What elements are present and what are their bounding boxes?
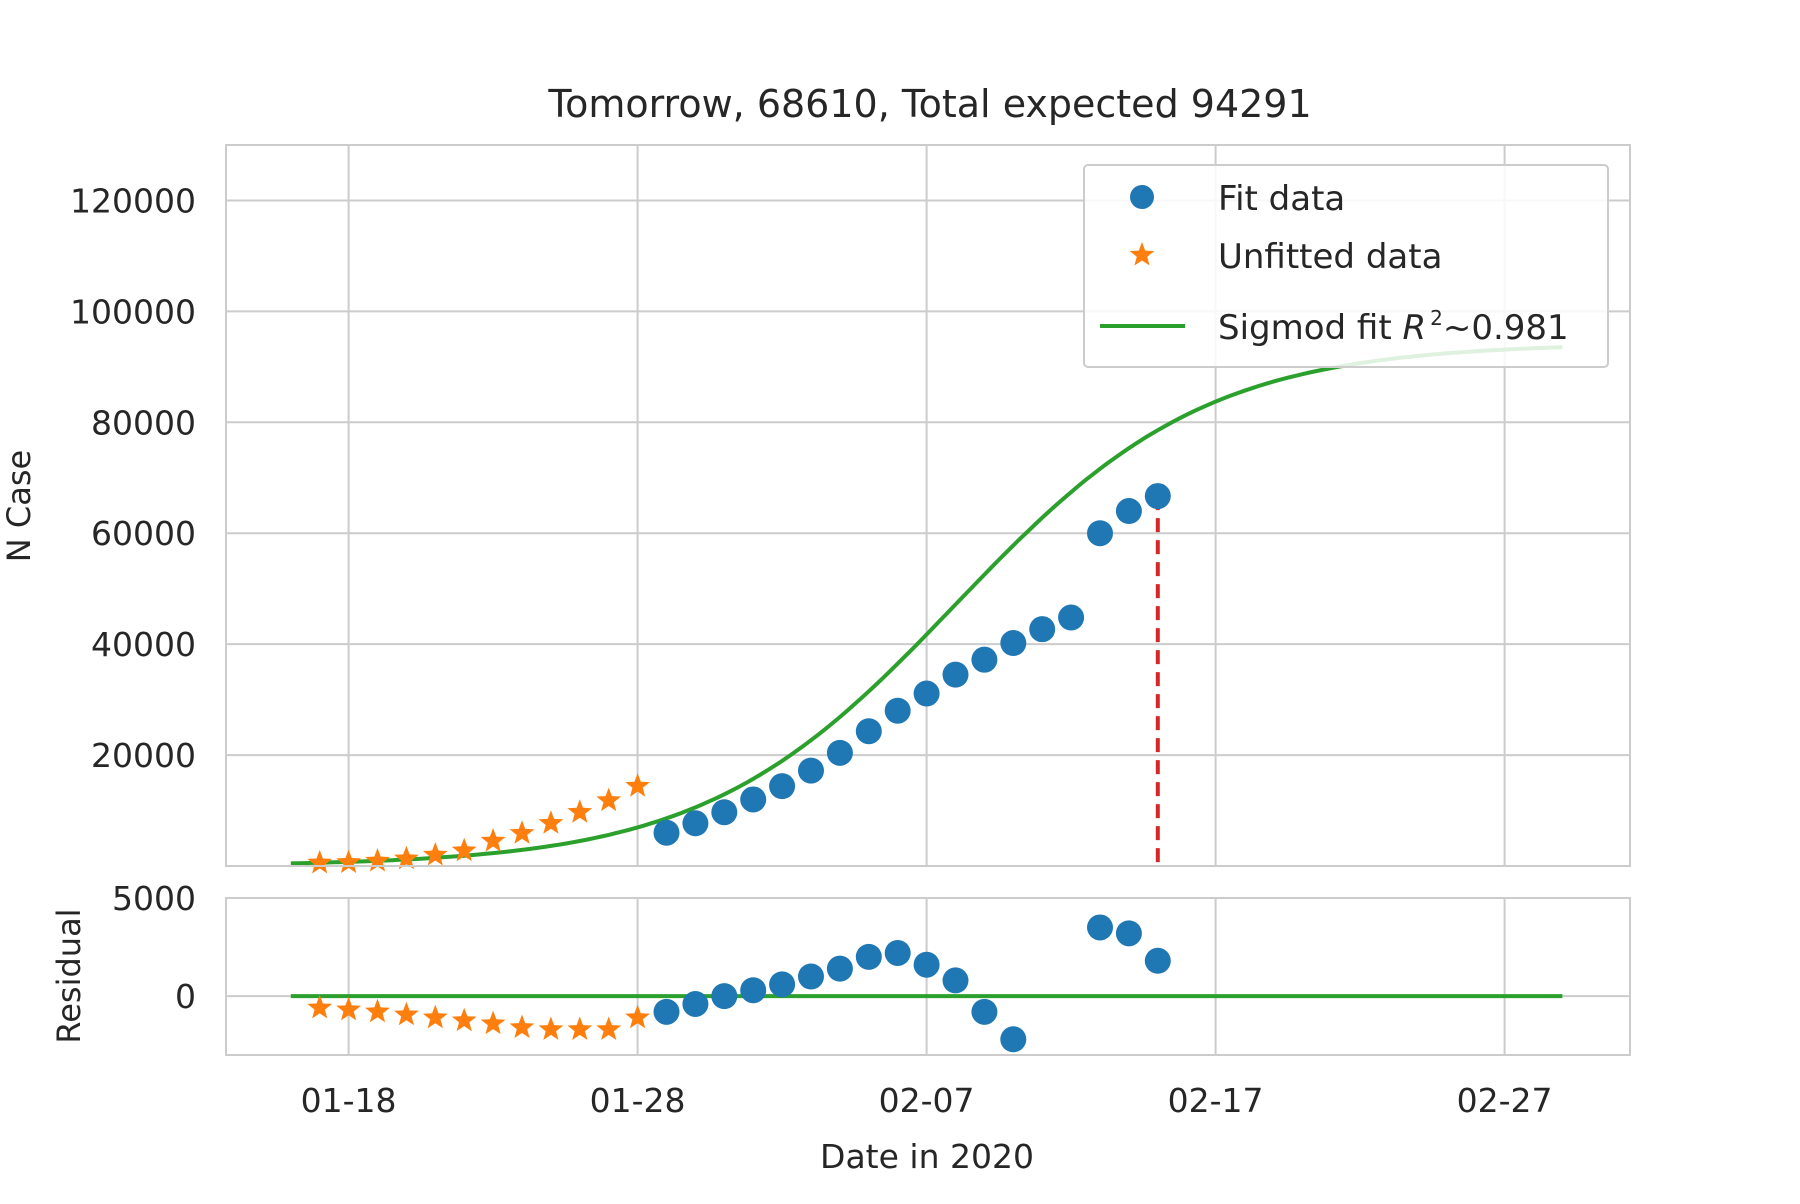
unfitted-data-point — [307, 849, 333, 874]
fit-residual-point — [884, 939, 911, 966]
fit-data-point — [1115, 498, 1142, 525]
fit-data-point — [1058, 604, 1085, 631]
fit-data-point — [769, 773, 796, 800]
unfitted-residual-point — [567, 1016, 593, 1040]
legend-unfitted-marker — [1129, 242, 1155, 266]
unfitted-data-point — [422, 842, 448, 866]
fit-residual-point — [913, 951, 940, 978]
residual-y-axis-label: Residual — [50, 908, 88, 1043]
fit-residual-point — [1144, 947, 1171, 974]
legend-unfitted-label: Unfitted data — [1218, 237, 1442, 277]
x-tick-label: 02-17 — [1168, 1081, 1264, 1120]
x-tick-label: 02-27 — [1457, 1081, 1553, 1120]
unfitted-data-point — [365, 848, 390, 872]
chart-title: Tomorrow, 68610, Total expected 94291 — [547, 82, 1311, 126]
unfitted-residual-point — [538, 1016, 564, 1040]
main-y-tick-labels: 20000 40000 60000 80000 100000 120000 — [70, 181, 196, 775]
fit-residual-point — [826, 955, 853, 982]
main-plot-frame — [225, 144, 1631, 867]
fit-data-point — [913, 680, 940, 707]
residual-y-tick-label: 5000 — [112, 879, 196, 918]
fit-data-point — [798, 757, 824, 784]
x-tick-labels: 01-18 01-28 02-07 02-17 02-27 — [301, 1081, 1553, 1120]
unfitted-data-point — [480, 828, 506, 852]
fit-data-point — [971, 646, 998, 673]
fit-data-point — [740, 786, 767, 813]
main-y-tick-label: 60000 — [91, 514, 196, 553]
residual-y-tick-labels: 0 5000 — [112, 879, 196, 1016]
fit-data-point — [1000, 630, 1027, 657]
unfitted-data-point — [625, 773, 650, 797]
x-tick-label: 02-07 — [879, 1081, 975, 1120]
fit-residual-point — [855, 943, 882, 970]
residual-plot-frame — [225, 897, 1631, 1056]
unfitted-residual-point — [480, 1010, 506, 1035]
main-y-axis-label: N Case — [0, 450, 38, 562]
fit-data-point — [942, 661, 969, 688]
x-axis-label: Date in 2020 — [820, 1137, 1034, 1176]
fit-data-point — [1029, 616, 1056, 643]
fit-data-point — [855, 718, 882, 745]
fit-residual-point — [1000, 1026, 1027, 1053]
fit-residual-point — [798, 963, 824, 990]
legend-sigmoid-prefix: Sigmod fit — [1218, 308, 1402, 348]
fit-data-point — [682, 810, 709, 837]
x-tick-label: 01-18 — [301, 1081, 397, 1120]
fit-data-point — [826, 739, 853, 766]
fit-residual-point — [1115, 920, 1142, 947]
fit-residual-point — [711, 983, 738, 1010]
main-y-tick-label: 120000 — [70, 181, 196, 220]
fit-data-point — [1087, 520, 1113, 547]
unfitted-data-point — [538, 810, 564, 834]
legend-sigmoid-label: Sigmod fit R 2~0.981 — [1218, 306, 1569, 348]
main-y-tick-label: 40000 — [91, 625, 196, 664]
unfitted-residual-point — [451, 1007, 477, 1032]
unfitted-residual-point — [596, 1016, 622, 1040]
legend-fit-marker — [1130, 185, 1154, 209]
fit-residual-point — [942, 967, 969, 994]
legend-sigmoid-r: R — [1402, 308, 1426, 348]
legend: Fit data Unfitted data Sigmod fit R 2~0.9… — [1083, 164, 1609, 368]
legend-fit-label: Fit data — [1218, 179, 1345, 219]
unfitted-data-point — [596, 787, 622, 812]
main-y-tick-label: 80000 — [91, 403, 196, 442]
legend-box — [1083, 164, 1609, 368]
fit-data-point — [884, 697, 911, 724]
unfitted-data-point — [567, 799, 593, 823]
unfitted-residual-point — [336, 996, 361, 1021]
residual-series — [290, 914, 1563, 1053]
unfitted-data-point — [394, 845, 419, 870]
fit-residual-point — [1087, 914, 1113, 941]
fit-residual-point — [682, 990, 709, 1017]
unfitted-residual-point — [625, 1004, 650, 1029]
legend-sigmoid-suffix: ~0.981 — [1443, 308, 1569, 348]
main-y-tick-label: 20000 — [91, 736, 196, 775]
fit-data-point — [1144, 483, 1171, 510]
unfitted-residual-point — [422, 1004, 448, 1029]
unfitted-residual-point — [307, 994, 333, 1019]
legend-sigmoid-sup: 2 — [1430, 306, 1443, 330]
x-tick-label: 01-28 — [590, 1081, 686, 1120]
fit-data-point — [653, 819, 680, 846]
unfitted-residual-point — [365, 998, 390, 1023]
fit-residual-point — [971, 998, 998, 1025]
fit-data-point — [711, 799, 738, 826]
unfitted-residual-point — [394, 1001, 419, 1026]
unfitted-data-point — [451, 837, 477, 862]
fit-residual-point — [740, 977, 767, 1004]
main-y-tick-label: 100000 — [70, 292, 196, 331]
fit-residual-point — [769, 971, 796, 998]
unfitted-residual-point — [509, 1014, 535, 1038]
residual-y-tick-label: 0 — [175, 977, 196, 1016]
fit-residual-point — [653, 998, 680, 1025]
unfitted-data-point — [509, 820, 535, 844]
unfitted-data-point — [336, 849, 361, 873]
